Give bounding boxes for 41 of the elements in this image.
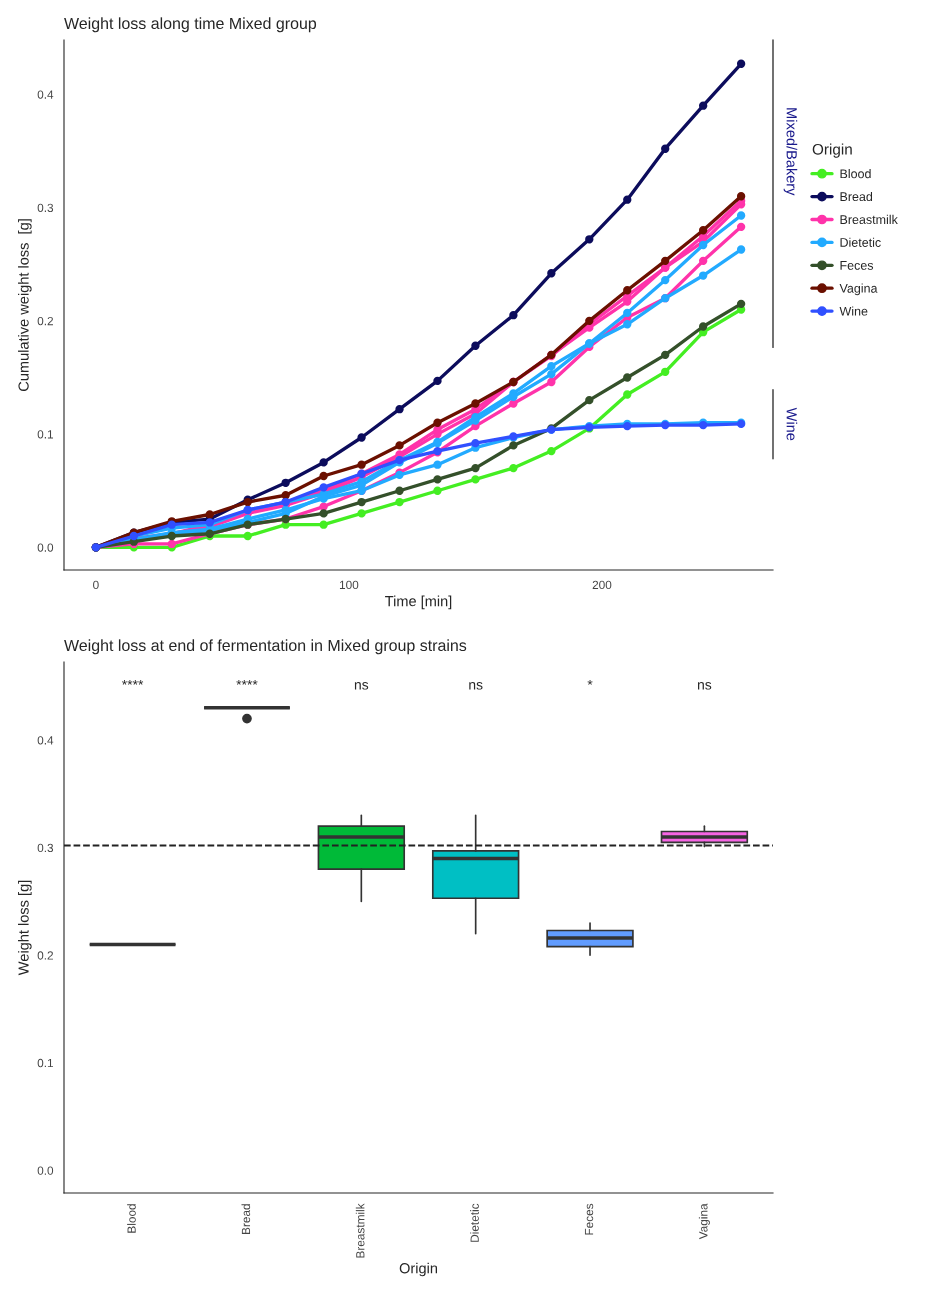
x-tick-label: Feces — [584, 1203, 594, 1235]
legend-title: Origin — [812, 143, 852, 158]
legend-label: Bread — [840, 191, 873, 202]
x-tick-label: Blood — [127, 1204, 136, 1233]
annotation: **** — [122, 679, 144, 685]
y-tick-label: 0.4 — [37, 736, 54, 745]
y-axis-title: Weight loss [g] — [18, 880, 32, 976]
y-tick-label: 0.4 — [37, 90, 54, 99]
y-tick-label: 0.2 — [37, 951, 53, 960]
y-tick-label: 0.1 — [37, 430, 54, 439]
legend-label: Vagina — [839, 283, 878, 296]
y-tick-label: 0.3 — [37, 843, 54, 853]
x-tick-label: 0 — [93, 580, 99, 590]
y-tick-label: 0.2 — [37, 316, 53, 326]
chart-title: Weight loss along time Mixed group — [64, 17, 317, 33]
y-axis-title: Cumulative weight loss [g] — [18, 219, 32, 391]
legend-label: Breastmilk — [840, 214, 898, 224]
y-tick-label: 0.3 — [37, 203, 54, 212]
x-axis-title: Origin — [399, 1262, 437, 1277]
text: Mixed/Bakery — [783, 108, 798, 196]
x-tick-label: Dietetic — [470, 1203, 479, 1242]
annotation: * — [587, 679, 593, 685]
x-tick-label: 200 — [592, 580, 612, 590]
annotation: ns — [354, 682, 369, 690]
y-tick-label: 0.0 — [37, 1166, 54, 1175]
legend-label: Wine — [839, 306, 868, 316]
chart-title: Weight loss at end of fermentation in Mixed group strains — [64, 639, 467, 655]
annotation: ns — [697, 682, 712, 690]
y-tick-label: 0.0 — [37, 543, 54, 552]
text: Wine — [786, 407, 798, 441]
annotation: **** — [236, 679, 258, 685]
legend-label: Blood — [840, 169, 871, 179]
x-tick-label: Bread — [241, 1204, 251, 1234]
legend-label: Feces — [840, 261, 874, 270]
x-axis-title: Time [min] — [385, 595, 452, 610]
annotation: ns — [469, 682, 483, 690]
y-tick-label: 0.1 — [37, 1058, 54, 1068]
x-tick-label: 100 — [339, 580, 359, 590]
x-tick-label: Vagina — [698, 1203, 710, 1240]
legend-label: Dietetic — [840, 237, 881, 247]
x-tick-label: Breastmilk — [355, 1203, 365, 1258]
